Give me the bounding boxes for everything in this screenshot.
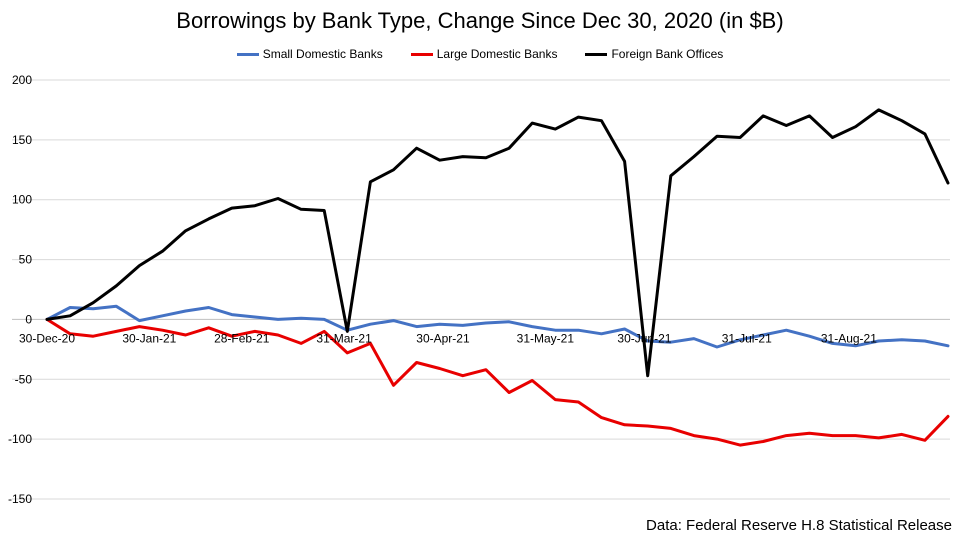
x-tick-label: 30-Dec-20: [19, 331, 75, 345]
legend-item-large-domestic: Large Domestic Banks: [410, 47, 558, 61]
x-tick-label: 30-Jun-21: [617, 331, 671, 345]
y-tick-label: 100: [12, 193, 32, 207]
x-axis-tick-labels: 30-Dec-20 30-Jan-21 28-Feb-21 31-Mar-21 30-A…: [19, 331, 877, 345]
legend-swatch-foreign-offices: [585, 52, 608, 56]
y-tick-label: 0: [25, 312, 32, 326]
x-tick-label: 31-Aug-21: [821, 331, 877, 345]
y-tick-label: -50: [15, 372, 33, 386]
legend-label-large-domestic: Large Domestic Banks: [436, 47, 558, 61]
series-lines: [45, 108, 950, 447]
x-tick-label: 31-Mar-21: [316, 331, 372, 345]
series-line-2: [45, 108, 950, 378]
legend-label-foreign-offices: Foreign Bank Offices: [611, 47, 724, 61]
gridlines: [12, 79, 950, 500]
legend-item-foreign-offices: Foreign Bank Offices: [585, 47, 723, 61]
chart-title: Borrowings by Bank Type, Change Since De…: [176, 8, 784, 33]
y-tick-label: 150: [12, 133, 32, 147]
x-tick-label: 31-May-21: [517, 331, 575, 345]
data-source-note: Data: Federal Reserve H.8 Statistical Re…: [646, 517, 952, 534]
y-tick-label: -100: [8, 432, 32, 446]
chart-legend: Small Domestic Banks Large Domestic Bank…: [0, 47, 960, 61]
x-tick-label: 30-Apr-21: [416, 331, 470, 345]
x-tick-label: 30-Jan-21: [122, 331, 176, 345]
y-tick-label: 200: [12, 73, 32, 87]
x-tick-label: 31-Jul-21: [722, 331, 772, 345]
legend-swatch-small-domestic: [236, 52, 259, 56]
x-tick-label: 28-Feb-21: [214, 331, 270, 345]
series-line-0: [45, 304, 950, 349]
series-line-1: [45, 317, 950, 447]
y-tick-label: 50: [19, 253, 33, 267]
y-tick-label: -150: [8, 492, 32, 506]
legend-item-small-domestic: Small Domestic Banks: [236, 47, 383, 61]
legend-label-small-domestic: Small Domestic Banks: [262, 47, 383, 61]
legend-swatch-large-domestic: [410, 52, 433, 56]
y-axis-tick-labels: 200 150 100 50 0 -50 -100 -150: [8, 73, 32, 506]
